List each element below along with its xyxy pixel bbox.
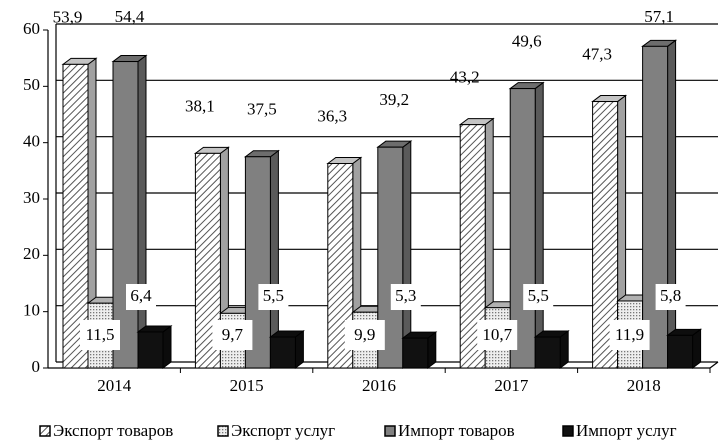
- label-box: [523, 284, 554, 310]
- label-box: [126, 284, 156, 310]
- data-label: 10,7: [482, 325, 512, 344]
- data-label: 36,3: [317, 106, 347, 125]
- bar-side: [692, 328, 702, 369]
- bar: [268, 330, 305, 369]
- data-label: 5,3: [395, 286, 416, 305]
- bar-side: [534, 81, 544, 369]
- bar-front: [269, 336, 296, 369]
- legend-swatch: [39, 425, 51, 437]
- data-label: 6,4: [130, 286, 152, 305]
- label-box: [477, 320, 518, 350]
- bar-side: [137, 54, 147, 369]
- y-tick-label: 20: [23, 244, 40, 263]
- legend-swatch: [384, 425, 396, 437]
- bar: [533, 330, 570, 369]
- bar-front: [534, 336, 561, 369]
- x-tick-label: 2014: [97, 376, 132, 395]
- label-box: [80, 320, 120, 350]
- bar: [666, 328, 703, 369]
- bar: [111, 54, 148, 369]
- data-label: 37,5: [247, 100, 277, 119]
- bar-front: [642, 45, 669, 369]
- x-tick-label: 2015: [230, 376, 264, 395]
- x-tick-label: 2017: [494, 376, 529, 395]
- y-tick-label: 0: [32, 357, 41, 376]
- x-tick-label: 2016: [362, 376, 396, 395]
- label-box: [258, 284, 289, 310]
- data-label: 47,3: [582, 44, 612, 63]
- data-label: 5,5: [528, 286, 549, 305]
- legend-swatch: [217, 425, 229, 437]
- bar: [401, 331, 438, 369]
- bar-front: [112, 61, 139, 369]
- legend-label: Импорт услуг: [576, 421, 677, 440]
- label-box: [609, 320, 650, 350]
- data-label: 49,6: [512, 31, 542, 50]
- bar-front: [137, 331, 164, 369]
- bar-front: [402, 337, 429, 369]
- bar: [641, 39, 678, 369]
- data-label: 54,4: [115, 7, 145, 26]
- data-label: 9,7: [222, 325, 244, 344]
- label-box: [344, 320, 385, 350]
- data-label: 5,8: [660, 286, 681, 305]
- bar-front: [62, 63, 89, 369]
- legend-label: Импорт товаров: [398, 421, 515, 440]
- bar-side: [162, 324, 172, 369]
- bar: [376, 140, 413, 369]
- y-tick-label: 10: [23, 301, 40, 320]
- legend-label: Экспорт услуг: [231, 421, 335, 440]
- data-label: 57,1: [644, 7, 674, 26]
- legend-swatch: [562, 425, 574, 437]
- bar: [61, 57, 98, 369]
- bar: [136, 324, 173, 369]
- x-tick-label: 2018: [627, 376, 661, 395]
- label-box: [655, 284, 686, 310]
- data-label: 38,1: [185, 96, 215, 115]
- data-label: 9,9: [354, 325, 375, 344]
- legend-label: Экспорт товаров: [53, 421, 173, 440]
- data-label: 11,9: [615, 325, 644, 344]
- y-tick-label: 30: [23, 188, 40, 207]
- y-tick-label: 60: [23, 19, 40, 38]
- y-tick-label: 50: [23, 75, 40, 94]
- data-label: 39,2: [379, 90, 409, 109]
- label-box: [212, 320, 253, 350]
- bar-side: [667, 39, 677, 369]
- y-tick-label: 40: [23, 132, 40, 151]
- data-label: 43,2: [450, 68, 480, 87]
- bar-front: [667, 334, 694, 369]
- data-label: 53,9: [53, 7, 83, 26]
- data-label: 5,5: [263, 286, 284, 305]
- data-label: 11,5: [85, 325, 114, 344]
- label-box: [390, 284, 421, 310]
